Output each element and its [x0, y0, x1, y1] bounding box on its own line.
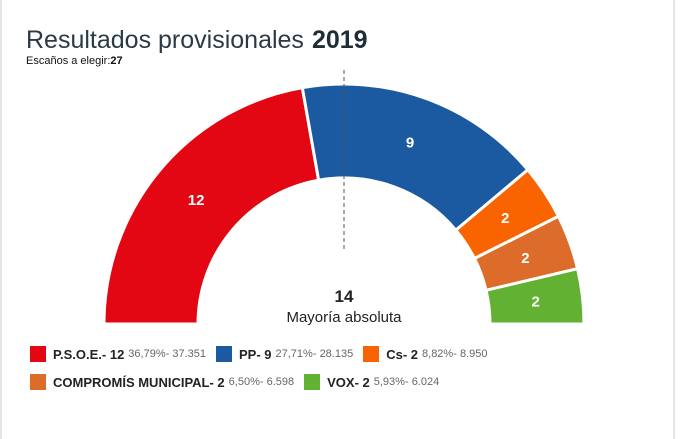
legend-stats: 36,79%- 37.351: [128, 348, 206, 360]
seat-label: 2: [501, 210, 509, 227]
majority-label: Mayoría absoluta: [286, 309, 402, 326]
legend-item-compromis: COMPROMÍS MUNICIPAL- 2 6,50%- 6.598: [30, 374, 294, 390]
title-text: Resultados provisionales: [26, 26, 304, 54]
legend-item-pp: PP- 9 27,71%- 28.135: [216, 346, 353, 362]
title-year: 2019: [311, 26, 368, 54]
legend: P.S.O.E.- 12 36,79%- 37.351 PP- 9 27,71%- …: [30, 340, 497, 396]
seat-segment-p-s-o-e-: [102, 85, 321, 326]
legend-swatch: [216, 346, 232, 362]
legend-swatch: [30, 346, 46, 362]
legend-swatch: [304, 374, 321, 390]
legend-name: PP- 9: [239, 346, 272, 362]
legend-stats: 5,93%- 6.024: [373, 376, 440, 388]
chart-title: Resultados provisionales 2019: [26, 26, 368, 55]
legend-stats: 8,82%- 8.950: [422, 348, 488, 360]
seats-label: Escaños a elegir:: [26, 55, 111, 67]
legend-item-psoe: P.S.O.E.- 12 36,79%- 37.351: [30, 346, 206, 362]
majority-value: 14: [334, 287, 354, 306]
legend-name: P.S.O.E.- 12: [53, 346, 125, 362]
seats-subtitle: Escaños a elegir:27: [26, 55, 123, 67]
legend-item-vox: VOX- 2 5,93%- 6.024: [304, 374, 439, 390]
legend-name: COMPROMÍS MUNICIPAL- 2: [53, 374, 225, 390]
legend-stats: 6,50%- 6.598: [228, 376, 295, 388]
seat-label: 2: [521, 250, 529, 267]
seat-label: 2: [532, 294, 540, 311]
seat-label: 12: [188, 192, 205, 209]
legend-row: P.S.O.E.- 12 36,79%- 37.351 PP- 9 27,71%- …: [30, 340, 497, 368]
right-border: [673, 0, 675, 439]
legend-row: COMPROMÍS MUNICIPAL- 2 6,50%- 6.598 VOX- …: [30, 368, 497, 396]
seats-total: 27: [110, 55, 123, 67]
legend-item-cs: Cs- 2 8,82%- 8.950: [363, 346, 487, 362]
legend-name: Cs- 2: [386, 346, 419, 362]
left-border: [0, 0, 2, 439]
legend-stats: 27,71%- 28.135: [275, 348, 354, 360]
legend-name: VOX- 2: [327, 374, 370, 390]
legend-swatch: [363, 346, 380, 362]
legend-swatch: [30, 374, 46, 390]
seat-segment-vox: [484, 266, 586, 326]
seat-label: 9: [406, 135, 414, 152]
